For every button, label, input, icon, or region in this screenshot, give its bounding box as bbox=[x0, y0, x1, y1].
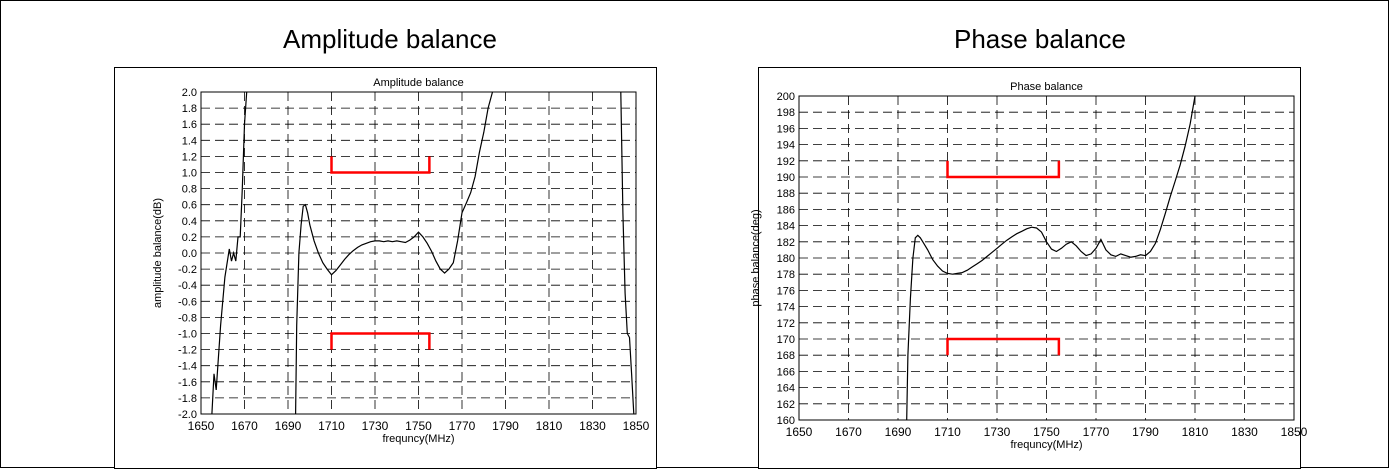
x-tick-label: 1770 bbox=[1083, 425, 1110, 439]
x-tick-label: 1690 bbox=[275, 419, 302, 433]
y-tick-label: 0.6 bbox=[182, 200, 197, 212]
y-tick-label: -1.4 bbox=[178, 361, 197, 373]
y-tick-label: -1.6 bbox=[178, 377, 197, 389]
data-line bbox=[906, 96, 1196, 420]
y-tick-label: 160 bbox=[777, 415, 795, 427]
y-tick-label: -0.8 bbox=[178, 312, 197, 324]
x-tick-label: 1810 bbox=[536, 419, 563, 433]
x-tick-label: 1730 bbox=[362, 419, 389, 433]
x-tick-label: 1850 bbox=[623, 419, 650, 433]
y-tick-label: 170 bbox=[777, 334, 795, 346]
x-tick-label: 1790 bbox=[1132, 425, 1159, 439]
data-line bbox=[295, 92, 494, 414]
spec-limit-bracket bbox=[330, 332, 431, 350]
x-tick-label: 1670 bbox=[231, 419, 258, 433]
y-tick-label: 166 bbox=[777, 366, 795, 378]
y-tick-label: 1.8 bbox=[182, 103, 197, 115]
x-tick-label: 1850 bbox=[1281, 425, 1308, 439]
x-tick-label: 1690 bbox=[885, 425, 912, 439]
y-tick-label: 192 bbox=[777, 156, 795, 168]
x-tick-label: 1790 bbox=[492, 419, 519, 433]
x-tick-label: 1710 bbox=[934, 425, 961, 439]
y-tick-label: 190 bbox=[777, 172, 795, 184]
y-tick-label: 200 bbox=[777, 91, 795, 103]
y-tick-label: -0.4 bbox=[178, 280, 197, 292]
y-tick-label: 186 bbox=[777, 204, 795, 216]
y-tick-label: -0.6 bbox=[178, 296, 197, 308]
y-tick-label: 178 bbox=[777, 269, 795, 281]
y-tick-label: 174 bbox=[777, 302, 795, 314]
data-line bbox=[620, 92, 635, 414]
y-axis-label: phase balance(deg) bbox=[750, 209, 762, 306]
x-tick-label: 1810 bbox=[1182, 425, 1209, 439]
x-tick-label: 1710 bbox=[318, 419, 345, 433]
phase-balance-chart: Phase balance 1650 1670 1690 1710 1730 1750 177… bbox=[750, 67, 1308, 469]
x-tick-label: 1830 bbox=[579, 419, 606, 433]
x-tick-label: 1750 bbox=[405, 419, 432, 433]
y-tick-label: 176 bbox=[777, 285, 795, 297]
y-tick-label: 188 bbox=[777, 188, 795, 200]
x-tick-label: 1650 bbox=[786, 425, 813, 439]
y-tick-label: 198 bbox=[777, 107, 795, 119]
y-tick-label: -2.0 bbox=[178, 409, 197, 421]
y-tick-label: 0.0 bbox=[182, 248, 197, 260]
x-tick-label: 1650 bbox=[188, 419, 215, 433]
amplitude-balance-heading: Amplitude balance bbox=[283, 24, 497, 54]
y-tick-label: -1.8 bbox=[178, 393, 197, 405]
spec-limit-bracket bbox=[946, 160, 1061, 179]
y-tick-label: 1.2 bbox=[182, 151, 197, 163]
plot-area-border bbox=[798, 95, 1295, 421]
y-tick-label: 0.8 bbox=[182, 184, 197, 196]
y-tick-label: 0.2 bbox=[182, 232, 197, 244]
amplitude-balance-plot: Amplitude balance 1650 1670 1690 1710 1730 175… bbox=[152, 77, 650, 445]
x-axis-label: frequncy(MHz) bbox=[382, 433, 454, 445]
y-tick-label: 196 bbox=[777, 123, 795, 135]
y-tick-label: 182 bbox=[777, 237, 795, 249]
y-tick-label: 172 bbox=[777, 318, 795, 330]
y-tick-label: 168 bbox=[777, 350, 795, 362]
x-tick-label: 1750 bbox=[1033, 425, 1060, 439]
x-tick-label: 1730 bbox=[984, 425, 1011, 439]
amplitude-balance-chart: Amplitude balance 1650 1670 1690 1710 1730 175… bbox=[114, 67, 657, 469]
phase-balance-heading: Phase balance bbox=[953, 24, 1127, 54]
chart-title: Phase balance bbox=[1010, 81, 1083, 93]
phase-balance-plot: Phase balance 1650 1670 1690 1710 1730 1750 177… bbox=[750, 81, 1308, 451]
y-axis-label: amplitude balance(dB) bbox=[152, 198, 164, 308]
x-tick-label: 1830 bbox=[1231, 425, 1258, 439]
y-tick-label: -1.0 bbox=[178, 329, 197, 341]
y-tick-label: 0.4 bbox=[182, 216, 197, 228]
y-tick-label: -0.2 bbox=[178, 264, 197, 276]
y-tick-label: 1.6 bbox=[182, 119, 197, 131]
spec-limit-bracket bbox=[330, 156, 431, 174]
chart-title: Amplitude balance bbox=[373, 77, 464, 89]
x-axis-label: frequncy(MHz) bbox=[1010, 439, 1082, 451]
spec-limit-bracket bbox=[946, 337, 1061, 356]
y-tick-label: 2.0 bbox=[182, 87, 197, 99]
x-tick-label: 1770 bbox=[449, 419, 476, 433]
y-tick-label: 1.4 bbox=[182, 135, 197, 147]
data-line bbox=[211, 92, 248, 414]
y-tick-label: 162 bbox=[777, 399, 795, 411]
y-tick-label: 194 bbox=[777, 140, 795, 152]
y-tick-label: 184 bbox=[777, 221, 795, 233]
plot-area-border bbox=[200, 91, 637, 415]
y-tick-label: 1.0 bbox=[182, 168, 197, 180]
y-tick-label: -1.2 bbox=[178, 345, 197, 357]
y-tick-label: 164 bbox=[777, 383, 795, 395]
x-tick-label: 1670 bbox=[835, 425, 862, 439]
y-tick-label: 180 bbox=[777, 253, 795, 265]
